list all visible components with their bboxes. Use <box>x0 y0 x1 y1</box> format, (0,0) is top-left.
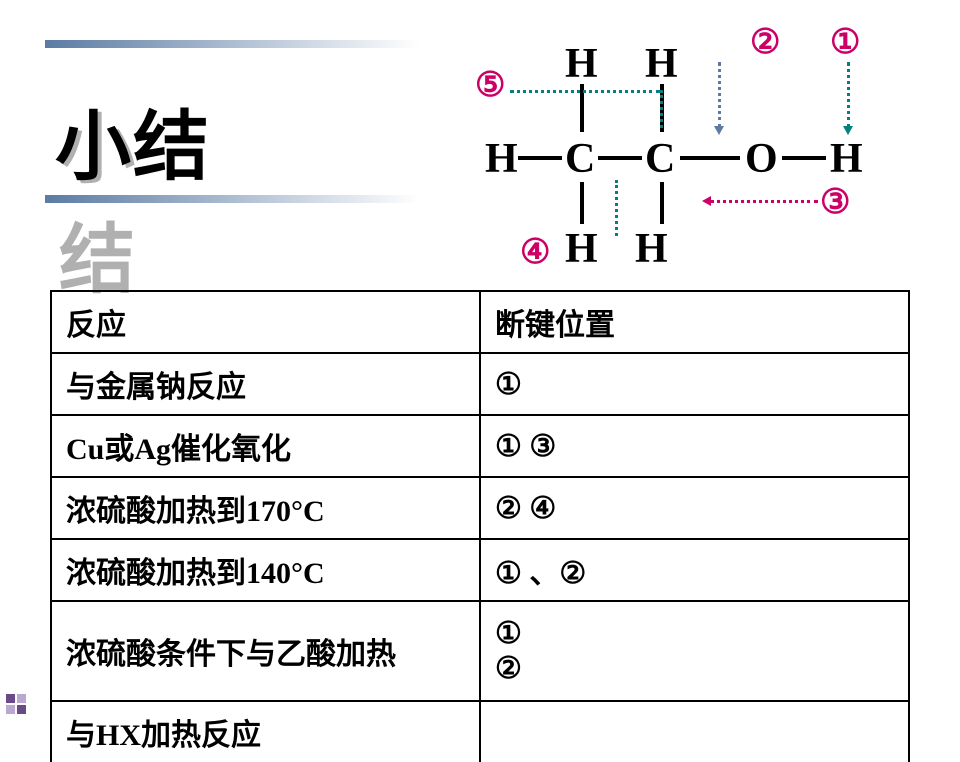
arrow-line <box>710 200 818 203</box>
bond-position-cell: ① 、② <box>480 539 909 601</box>
ethanol-structure-diagram: HHHCCOHHH①②③④⑤ <box>460 10 940 270</box>
arrow-head-icon <box>714 126 724 135</box>
atom-C: C <box>645 135 675 183</box>
reaction-cell: 浓硫酸加热到170°C <box>51 477 480 539</box>
arrow-line <box>847 62 850 128</box>
atom-H: H <box>645 40 678 88</box>
arrow-line <box>510 90 660 93</box>
bond-mark: ② <box>750 22 780 62</box>
bond-h <box>518 156 562 160</box>
bond-mark: ③ <box>820 182 850 222</box>
bond-break-table: 反应断键位置与金属钠反应①Cu或Ag催化氧化① ③浓硫酸加热到170°C② ④浓… <box>50 290 910 762</box>
bond-h <box>598 156 642 160</box>
bond-position-cell: ① ③ <box>480 415 909 477</box>
page-title: 小结 小结 <box>55 85 211 195</box>
atom-H: H <box>485 135 518 183</box>
title-text: 小结 <box>55 106 211 190</box>
arrow-line <box>718 62 721 128</box>
arrow-head-icon <box>843 126 853 135</box>
arrow-line <box>615 180 618 236</box>
bond-position-cell: ① <box>480 353 909 415</box>
bond-mark: ⑤ <box>475 65 505 105</box>
bond-h <box>680 156 740 160</box>
atom-H: H <box>565 40 598 88</box>
bond-mark: ① <box>830 22 860 62</box>
reaction-cell: 反应 <box>51 291 480 353</box>
reaction-cell: 与HX加热反应 <box>51 701 480 762</box>
bond-position-cell <box>480 701 909 762</box>
atom-H: H <box>830 135 863 183</box>
header-bar-top <box>45 40 420 48</box>
atom-H: H <box>565 225 598 273</box>
atom-O: O <box>745 135 778 183</box>
reaction-cell: 浓硫酸加热到140°C <box>51 539 480 601</box>
bond-v <box>580 182 584 224</box>
bond-position-cell: ② ④ <box>480 477 909 539</box>
bond-mark: ④ <box>520 232 550 272</box>
corner-bullet-icon <box>6 694 26 714</box>
reaction-cell: Cu或Ag催化氧化 <box>51 415 480 477</box>
atom-H: H <box>635 225 668 273</box>
atom-C: C <box>565 135 595 183</box>
bond-position-cell: ①② <box>480 601 909 701</box>
reaction-cell: 浓硫酸条件下与乙酸加热 <box>51 601 480 701</box>
bond-v <box>660 182 664 224</box>
bond-position-cell: 断键位置 <box>480 291 909 353</box>
arrow-head-icon <box>702 196 711 206</box>
bond-h <box>782 156 826 160</box>
arrow-line <box>660 90 663 128</box>
reaction-cell: 与金属钠反应 <box>51 353 480 415</box>
